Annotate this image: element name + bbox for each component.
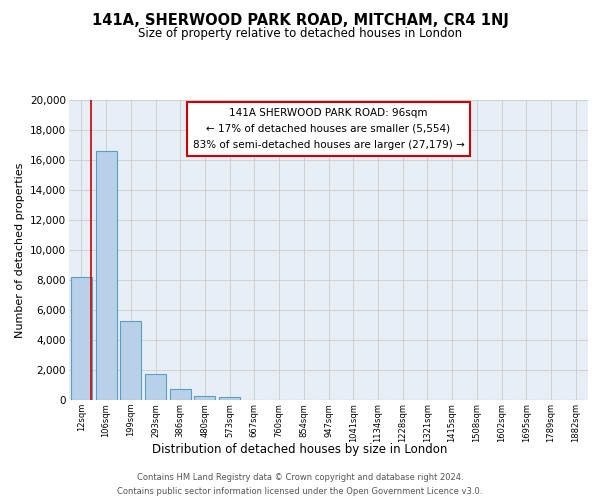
Y-axis label: Number of detached properties: Number of detached properties	[14, 162, 25, 338]
Text: 141A, SHERWOOD PARK ROAD, MITCHAM, CR4 1NJ: 141A, SHERWOOD PARK ROAD, MITCHAM, CR4 1…	[92, 12, 508, 28]
Text: Size of property relative to detached houses in London: Size of property relative to detached ho…	[138, 28, 462, 40]
Bar	[145, 374, 166, 400]
Bar	[95, 151, 116, 400]
Text: Distribution of detached houses by size in London: Distribution of detached houses by size …	[152, 442, 448, 456]
Bar	[170, 389, 191, 400]
Bar	[71, 277, 92, 400]
Text: Contains public sector information licensed under the Open Government Licence v3: Contains public sector information licen…	[118, 488, 482, 496]
Text: 141A SHERWOOD PARK ROAD: 96sqm
← 17% of detached houses are smaller (5,554)
83% : 141A SHERWOOD PARK ROAD: 96sqm ← 17% of …	[193, 108, 464, 150]
Bar	[219, 396, 240, 400]
Text: Contains HM Land Registry data © Crown copyright and database right 2024.: Contains HM Land Registry data © Crown c…	[137, 472, 463, 482]
Bar	[120, 320, 141, 400]
Bar	[194, 396, 215, 400]
